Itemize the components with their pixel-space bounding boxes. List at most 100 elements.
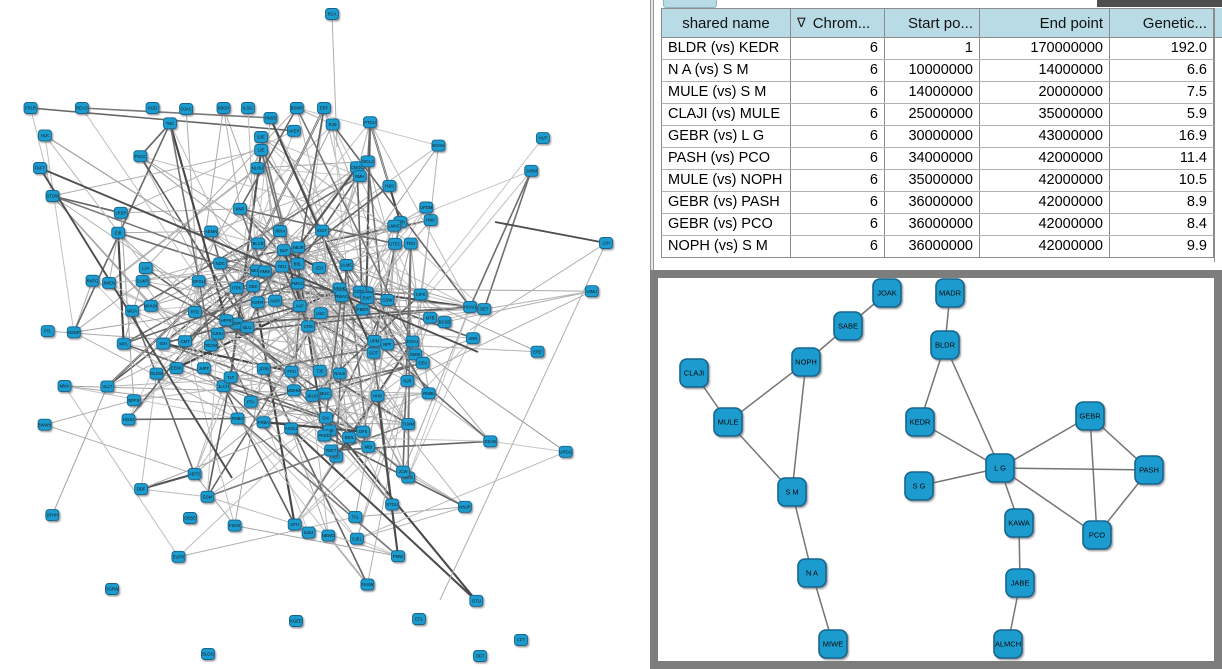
network-node[interactable]: FFT	[514, 634, 528, 646]
network-node[interactable]: UFH	[287, 518, 302, 531]
network-node[interactable]: UTEC	[388, 237, 402, 250]
network-node[interactable]: JHPF	[196, 362, 211, 375]
network-node[interactable]: OTU	[469, 594, 484, 607]
network-node[interactable]: UIMU	[584, 285, 599, 298]
network-node-jabe[interactable]: JABE	[1005, 568, 1035, 598]
table-row[interactable]: CLAJI (vs) MULE 6 25000000 35000000 5.9	[661, 103, 1214, 126]
network-node[interactable]: JCW	[396, 465, 410, 478]
network-node[interactable]: PTGU	[363, 116, 377, 129]
table-row[interactable]: MULE (vs) S M 6 14000000 20000000 7.5	[661, 81, 1214, 104]
table-cell[interactable]: 1	[884, 37, 980, 60]
network-node[interactable]: OLDW	[149, 367, 164, 380]
network-node[interactable]: HMW	[257, 265, 272, 278]
table-cell[interactable]: 6	[790, 147, 885, 170]
network-node[interactable]: FMBU	[230, 412, 245, 425]
network-node[interactable]: WBHM	[286, 384, 301, 397]
table-cell[interactable]: 9.9	[1109, 235, 1214, 258]
network-node[interactable]: REAO	[74, 102, 89, 114]
table-cell[interactable]: 42000000	[979, 147, 1110, 170]
table-cell[interactable]: 6	[790, 81, 885, 104]
table-cell[interactable]: 192.0	[1109, 37, 1214, 60]
network-node[interactable]: EIB	[111, 226, 126, 239]
network-node[interactable]: NLOU	[250, 162, 265, 175]
network-node[interactable]: NOAH	[431, 139, 446, 152]
network-node[interactable]: ILSG	[240, 102, 255, 114]
network-node[interactable]: ABTS	[187, 467, 202, 480]
network-node[interactable]: KGD	[145, 102, 160, 114]
network-node[interactable]: AGGU	[284, 422, 299, 435]
network-node[interactable]: OEU	[415, 356, 430, 369]
network-node[interactable]: HOAG	[463, 300, 478, 313]
network-node[interactable]: BWWH	[37, 418, 52, 431]
network-node[interactable]: MMA	[57, 380, 72, 392]
table-cell[interactable]: 10.5	[1109, 169, 1214, 192]
network-node[interactable]: BBL	[290, 257, 305, 270]
network-node-joak[interactable]: JOAK	[872, 278, 902, 308]
scrollbar-tab[interactable]	[663, 0, 717, 8]
network-node[interactable]: RDJ	[275, 260, 290, 273]
network-node[interactable]: BSWP	[289, 102, 304, 114]
network-node[interactable]: ULLT	[100, 380, 115, 393]
network-node[interactable]: RNTG	[85, 274, 100, 287]
network-node[interactable]: TNC	[163, 117, 177, 130]
table-cell[interactable]: 170000000	[979, 37, 1110, 60]
network-node[interactable]: WHUN	[143, 299, 158, 312]
network-node-gebr[interactable]: GEBR	[1075, 401, 1105, 431]
table-cell[interactable]: 35000000	[884, 169, 980, 192]
panel-divider[interactable]	[650, 0, 654, 270]
network-node[interactable]: TAL	[348, 510, 363, 523]
network-node[interactable]: IGH	[156, 337, 171, 350]
network-node[interactable]: RWAC	[334, 290, 349, 303]
network-node[interactable]: RIMB	[421, 387, 436, 400]
network-node[interactable]: HPFE	[219, 314, 234, 327]
network-node[interactable]: BEN	[342, 431, 357, 444]
table-cell[interactable]: 35000000	[979, 103, 1110, 126]
network-node[interactable]: STGU	[385, 498, 400, 511]
network-node[interactable]: HHB	[370, 389, 385, 402]
table-cell[interactable]: 36000000	[884, 235, 980, 258]
network-node[interactable]: TLMM	[401, 418, 416, 431]
detail-network-canvas[interactable]: JOAK SABE NOPH CLAJI MULE S M N A MIWE MADR BLDR K…	[658, 278, 1214, 661]
network-node[interactable]: FBER	[355, 303, 370, 316]
network-node[interactable]: NDG	[213, 257, 228, 270]
table-cell[interactable]: CLAJI (vs) MULE	[661, 103, 791, 126]
table-row[interactable]: GEBR (vs) L G 6 30000000 43000000 16.9	[661, 125, 1214, 148]
network-node[interactable]: MUC	[317, 387, 332, 400]
network-node[interactable]: SET	[477, 303, 492, 316]
network-node[interactable]: EUFR	[171, 550, 186, 563]
table-cell[interactable]: NOPH (vs) S M	[661, 235, 791, 258]
network-node[interactable]: JJH	[599, 237, 613, 249]
network-node-madr[interactable]: MADR	[935, 278, 965, 308]
table-cell[interactable]: 7.5	[1109, 81, 1214, 104]
network-node[interactable]: TEET	[324, 444, 339, 457]
column-header-chromosome[interactable]: ∇ Chrom...	[790, 8, 885, 38]
table-cell[interactable]: N A (vs) S M	[661, 59, 791, 82]
network-node[interactable]: SUKR	[135, 274, 150, 287]
network-node[interactable]: ILWJ	[301, 526, 316, 539]
network-node-n-a[interactable]: N A	[797, 558, 827, 588]
network-node[interactable]: KNP	[233, 202, 247, 215]
network-node[interactable]: LIE	[254, 144, 269, 156]
table-cell[interactable]: GEBR (vs) PASH	[661, 191, 791, 214]
table-cell[interactable]: 8.9	[1109, 191, 1214, 214]
network-node[interactable]: UPM	[367, 334, 382, 347]
network-node-miwe[interactable]: MIWE	[818, 629, 848, 659]
table-row[interactable]: PASH (vs) PCO 6 34000000 42000000 11.4	[661, 147, 1214, 170]
network-node[interactable]: OGRW	[105, 583, 119, 595]
network-node[interactable]: ECL	[412, 613, 426, 625]
table-cell[interactable]: 36000000	[884, 213, 980, 236]
network-node[interactable]: BPFS	[126, 394, 141, 407]
table-cell[interactable]: 6	[790, 125, 885, 148]
table-cell[interactable]: 6	[790, 169, 885, 192]
network-node-kedr[interactable]: KEDR	[905, 407, 935, 437]
network-node[interactable]: FKFT	[33, 162, 47, 174]
network-node[interactable]: OBK	[246, 280, 261, 293]
network-node[interactable]: KGEE	[289, 615, 303, 627]
network-node[interactable]: RCA	[325, 8, 339, 20]
network-node[interactable]: DFHH	[45, 509, 60, 522]
table-cell[interactable]: PASH (vs) PCO	[661, 147, 791, 170]
network-node[interactable]: NALE	[332, 367, 347, 380]
network-node[interactable]: SJHU	[210, 327, 225, 340]
network-node[interactable]: DFK	[356, 425, 371, 438]
table-cell[interactable]: 14000000	[884, 81, 980, 104]
